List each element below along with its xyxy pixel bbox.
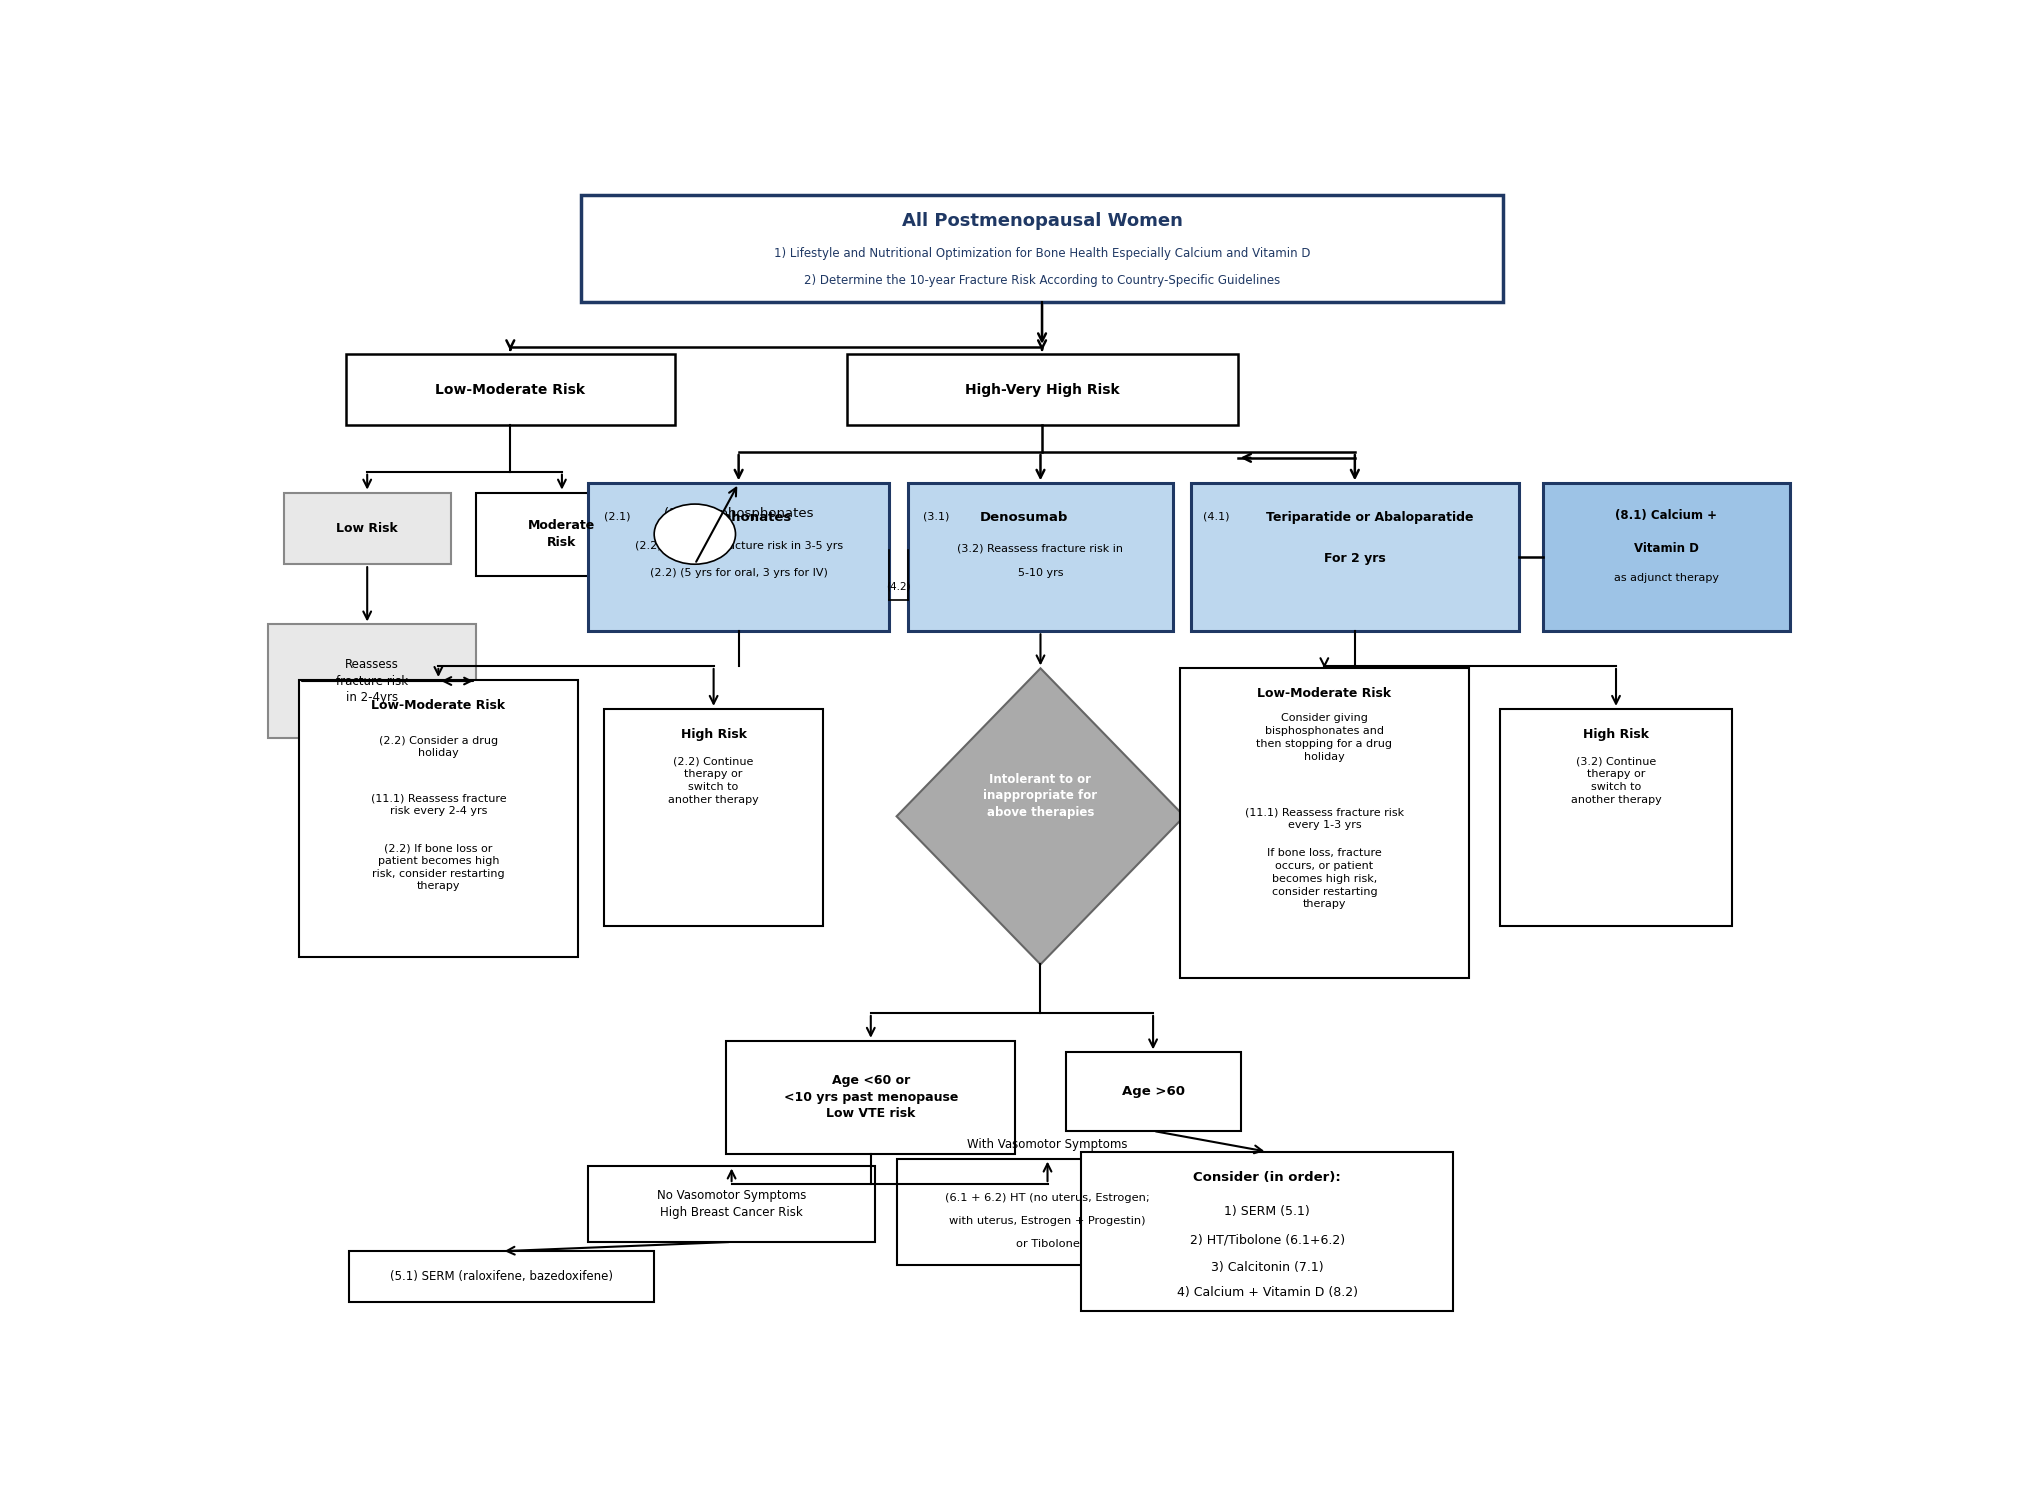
Text: (2.2) If bone loss or
patient becomes high
risk, consider restarting
therapy: (2.2) If bone loss or patient becomes hi… [371, 843, 504, 891]
FancyBboxPatch shape [283, 493, 450, 565]
Text: 4) Calcium + Vitamin D (8.2): 4) Calcium + Vitamin D (8.2) [1176, 1286, 1358, 1299]
Text: (2.2) Reassess fracture risk in 3-5 yrs: (2.2) Reassess fracture risk in 3-5 yrs [634, 541, 844, 551]
FancyBboxPatch shape [347, 353, 674, 425]
Text: Reassess
fracture risk
in 2-4yrs: Reassess fracture risk in 2-4yrs [335, 658, 408, 704]
Text: Consider (in order):: Consider (in order): [1193, 1170, 1342, 1184]
FancyBboxPatch shape [589, 1166, 874, 1242]
Text: No Vasomotor Symptoms
High Breast Cancer Risk: No Vasomotor Symptoms High Breast Cancer… [658, 1190, 807, 1218]
Text: (2.2) Continue
therapy or
switch to
another therapy: (2.2) Continue therapy or switch to anot… [668, 757, 759, 805]
Text: Low-Moderate Risk: Low-Moderate Risk [436, 383, 585, 397]
Text: 5-10 yrs: 5-10 yrs [1017, 568, 1063, 578]
FancyBboxPatch shape [896, 1158, 1199, 1265]
Text: High Risk: High Risk [680, 728, 747, 740]
FancyBboxPatch shape [1082, 1152, 1453, 1311]
Text: (3.2) Continue
therapy or
switch to
another therapy: (3.2) Continue therapy or switch to anot… [1570, 757, 1661, 805]
Text: Denosumab: Denosumab [979, 511, 1068, 524]
FancyBboxPatch shape [726, 1041, 1015, 1154]
Text: Bisphosphonates: Bisphosphonates [664, 511, 791, 524]
Text: (4.1): (4.1) [1203, 511, 1233, 521]
Text: If bone loss, fracture
occurs, or patient
becomes high risk,
consider restarting: If bone loss, fracture occurs, or patien… [1267, 849, 1382, 909]
Text: Low-Moderate Risk: Low-Moderate Risk [1257, 688, 1390, 700]
FancyBboxPatch shape [476, 493, 648, 575]
Text: (8.1) Calcium +: (8.1) Calcium + [1614, 509, 1717, 523]
Circle shape [654, 505, 735, 565]
Text: Moderate
Risk: Moderate Risk [529, 520, 595, 548]
FancyBboxPatch shape [1542, 484, 1790, 631]
FancyBboxPatch shape [603, 709, 823, 927]
Text: All Postmenopausal Women: All Postmenopausal Women [902, 212, 1183, 230]
Text: with uterus, Estrogen + Progestin): with uterus, Estrogen + Progestin) [948, 1217, 1146, 1226]
Text: or Tibolone: or Tibolone [1015, 1239, 1080, 1250]
FancyBboxPatch shape [908, 484, 1172, 631]
FancyBboxPatch shape [349, 1251, 654, 1302]
Text: (4.2): (4.2) [886, 581, 910, 592]
Polygon shape [896, 668, 1185, 964]
Text: (2.2) Consider a drug
holiday: (2.2) Consider a drug holiday [379, 736, 498, 759]
FancyBboxPatch shape [589, 484, 888, 631]
Text: (6.1 + 6.2) HT (no uterus, Estrogen;: (6.1 + 6.2) HT (no uterus, Estrogen; [944, 1193, 1150, 1203]
FancyBboxPatch shape [1066, 1053, 1241, 1131]
Text: For 2 yrs: For 2 yrs [1324, 551, 1386, 565]
Text: High Risk: High Risk [1582, 728, 1649, 740]
Text: (3.2) Reassess fracture risk in: (3.2) Reassess fracture risk in [957, 544, 1124, 553]
Text: Consider giving
bisphosphonates and
then stopping for a drug
holiday: Consider giving bisphosphonates and then… [1257, 713, 1392, 762]
Text: (3.1): (3.1) [922, 511, 952, 521]
FancyBboxPatch shape [268, 625, 476, 737]
FancyBboxPatch shape [1499, 709, 1731, 927]
Text: Age <60 or
<10 yrs past menopause
Low VTE risk: Age <60 or <10 yrs past menopause Low VT… [783, 1074, 959, 1120]
FancyBboxPatch shape [1191, 484, 1520, 631]
FancyBboxPatch shape [581, 195, 1503, 302]
Text: Vitamin D: Vitamin D [1635, 542, 1699, 554]
Text: Age >60: Age >60 [1122, 1084, 1185, 1098]
Text: (5.1) SERM (raloxifene, bazedoxifene): (5.1) SERM (raloxifene, bazedoxifene) [389, 1271, 613, 1283]
Text: High-Very High Risk: High-Very High Risk [965, 383, 1120, 397]
FancyBboxPatch shape [1181, 668, 1469, 978]
Text: 3) Calcitonin (7.1): 3) Calcitonin (7.1) [1211, 1260, 1324, 1274]
Text: (2.1): (2.1) [603, 511, 634, 521]
FancyBboxPatch shape [848, 353, 1237, 425]
Text: Intolerant to or
inappropriate for
above therapies: Intolerant to or inappropriate for above… [983, 772, 1098, 819]
Text: 2) HT/Tibolone (6.1+6.2): 2) HT/Tibolone (6.1+6.2) [1191, 1233, 1344, 1247]
Text: (11.1) Reassess fracture
risk every 2-4 yrs: (11.1) Reassess fracture risk every 2-4 … [371, 793, 507, 816]
Text: 1) SERM (5.1): 1) SERM (5.1) [1225, 1206, 1310, 1218]
Text: (11.1) Reassess fracture risk
every 1-3 yrs: (11.1) Reassess fracture risk every 1-3 … [1245, 807, 1405, 831]
FancyBboxPatch shape [299, 680, 577, 957]
Text: 1) Lifestyle and Nutritional Optimization for Bone Health Especially Calcium and: 1) Lifestyle and Nutritional Optimizatio… [773, 246, 1310, 260]
Text: Teriparatide or Abaloparatide: Teriparatide or Abaloparatide [1265, 511, 1473, 524]
Text: Low-Moderate Risk: Low-Moderate Risk [371, 698, 504, 712]
Text: 2) Determine the 10-year Fracture Risk According to Country-Specific Guidelines: 2) Determine the 10-year Fracture Risk A… [803, 275, 1279, 287]
Text: as adjunct therapy: as adjunct therapy [1614, 574, 1719, 583]
Text: With Vasomotor Symptoms: With Vasomotor Symptoms [967, 1139, 1128, 1152]
Text: OR: OR [688, 529, 702, 539]
Text: Low Risk: Low Risk [337, 521, 398, 535]
Text: (2.1) Bisphosphonates: (2.1) Bisphosphonates [664, 506, 813, 520]
Text: (2.2) (5 yrs for oral, 3 yrs for IV): (2.2) (5 yrs for oral, 3 yrs for IV) [650, 568, 827, 578]
